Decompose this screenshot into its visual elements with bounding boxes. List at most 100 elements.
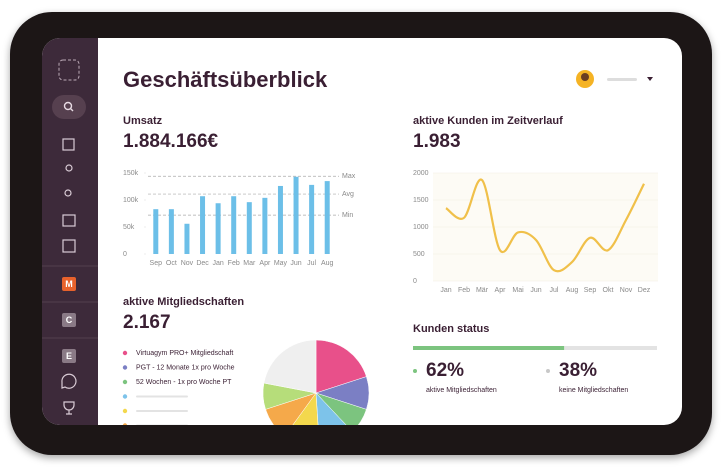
progress-segment xyxy=(413,346,565,350)
pie-slice xyxy=(315,339,367,394)
card-value: 2.167 xyxy=(123,312,171,333)
y-tick-label: 1500 xyxy=(413,197,429,204)
x-tick-label: Feb xyxy=(458,287,470,294)
y-tick-label: 2000 xyxy=(413,170,429,177)
legend-label: Virtuagym PRO+ Mitgliedschaft xyxy=(136,350,233,357)
y-tick-label: 0 xyxy=(123,251,127,258)
x-tick-label: Apr xyxy=(495,287,507,294)
legend-placeholder xyxy=(136,395,188,398)
dashboard-icon[interactable] xyxy=(62,138,75,151)
staff-icon[interactable] xyxy=(64,189,72,197)
y-tick-label: 0 xyxy=(413,278,417,285)
user-name-placeholder xyxy=(607,78,637,81)
x-tick-label: Aug xyxy=(321,260,334,267)
x-tick-label: Mar xyxy=(243,260,256,267)
bar xyxy=(277,185,283,254)
avatar-face xyxy=(581,73,589,81)
x-tick-label: Jul xyxy=(307,260,316,267)
pie-slice xyxy=(315,392,353,425)
workspace-button[interactable] xyxy=(62,277,76,291)
bar xyxy=(200,196,206,254)
workspace-button[interactable] xyxy=(62,349,76,363)
card-title: aktive Mitgliedschaften xyxy=(123,296,244,308)
bar xyxy=(309,184,315,254)
members-icon[interactable] xyxy=(65,164,73,172)
legend-dot xyxy=(122,365,128,370)
workspace-letter: E xyxy=(66,351,72,361)
x-tick-label: Jun xyxy=(530,287,541,294)
x-tick-label: Jan xyxy=(212,260,223,267)
status-dot xyxy=(413,369,417,373)
legend-dot xyxy=(122,394,128,399)
legend-dot xyxy=(122,408,128,414)
x-tick-label: May xyxy=(274,260,288,267)
progress-segment xyxy=(564,346,657,350)
y-tick-label: 100k xyxy=(123,197,139,204)
reference-label: Max xyxy=(342,173,356,180)
reference-label: Avg xyxy=(342,191,354,198)
search-icon xyxy=(70,108,74,112)
x-tick-label: Mai xyxy=(512,287,524,294)
legend-label: PGT - 12 Monate 1x pro Woche xyxy=(136,364,235,371)
x-tick-label: Aug xyxy=(566,287,579,294)
bar xyxy=(168,209,174,254)
card-title: aktive Kunden im Zeitverlauf xyxy=(413,115,563,127)
bar xyxy=(246,202,252,254)
x-tick-label: Nov xyxy=(620,287,633,294)
y-tick-label: 150k xyxy=(123,170,139,177)
x-tick-label: Jan xyxy=(440,287,451,294)
x-tick-label: Sep xyxy=(150,260,163,267)
status-value: 62% xyxy=(426,360,464,381)
card-title: Umsatz xyxy=(123,115,163,127)
x-tick-label: Mär xyxy=(476,287,489,294)
pie-slice xyxy=(284,392,320,425)
trophy-icon[interactable] xyxy=(63,401,75,415)
user-menu-caret[interactable] xyxy=(647,77,653,81)
x-tick-label: Dez xyxy=(638,287,651,294)
x-tick-label: Sep xyxy=(584,287,597,294)
reference-label: Min xyxy=(342,212,353,219)
page-title: Geschäftsüberblick xyxy=(123,67,328,92)
legend-label: 52 Wochen - 1x pro Woche PT xyxy=(136,379,232,386)
pie-slice xyxy=(263,339,317,394)
screen: Geschäftsüberblick M C E Umsatz 1.884.166€ 0 5… xyxy=(42,38,682,425)
y-tick-label: 1000 xyxy=(413,224,429,231)
x-tick-label: Apr xyxy=(259,260,271,267)
legend-dot xyxy=(122,379,128,385)
bar xyxy=(324,181,330,254)
card-value: 1.983 xyxy=(413,131,461,152)
tasks-icon[interactable] xyxy=(62,239,76,253)
x-tick-label: Dec xyxy=(196,260,209,267)
workspace-letter: M xyxy=(65,279,73,289)
status-value: 38% xyxy=(559,360,597,381)
y-tick-label: 50k xyxy=(123,224,135,231)
status-label: aktive Mitgliedschaften xyxy=(426,387,497,394)
search-button[interactable] xyxy=(52,95,86,119)
bar xyxy=(293,176,299,254)
x-tick-label: Nov xyxy=(181,260,194,267)
x-tick-label: Feb xyxy=(228,260,240,267)
workspace-letter: C xyxy=(66,315,73,325)
legend-dot xyxy=(122,423,128,425)
status-label: keine Mitgliedschaften xyxy=(559,387,628,394)
search-icon xyxy=(63,101,73,111)
legend-dot xyxy=(122,350,128,356)
line xyxy=(445,178,645,273)
card-title: Kunden status xyxy=(413,323,489,335)
logo-placeholder xyxy=(58,59,80,81)
pie-slice xyxy=(315,392,367,425)
card-value: 1.884.166€ xyxy=(123,131,219,152)
x-tick-label: Oct xyxy=(166,260,177,267)
workspace-button[interactable] xyxy=(62,313,76,327)
x-tick-label: Jul xyxy=(550,287,559,294)
y-tick-label: 500 xyxy=(413,251,425,258)
bar xyxy=(153,209,159,254)
bar xyxy=(231,196,237,254)
bar xyxy=(215,203,221,254)
calendar-icon[interactable] xyxy=(62,214,76,227)
x-tick-label: Okt xyxy=(603,287,614,294)
status-dot xyxy=(546,369,550,373)
chat-icon[interactable] xyxy=(61,373,77,389)
